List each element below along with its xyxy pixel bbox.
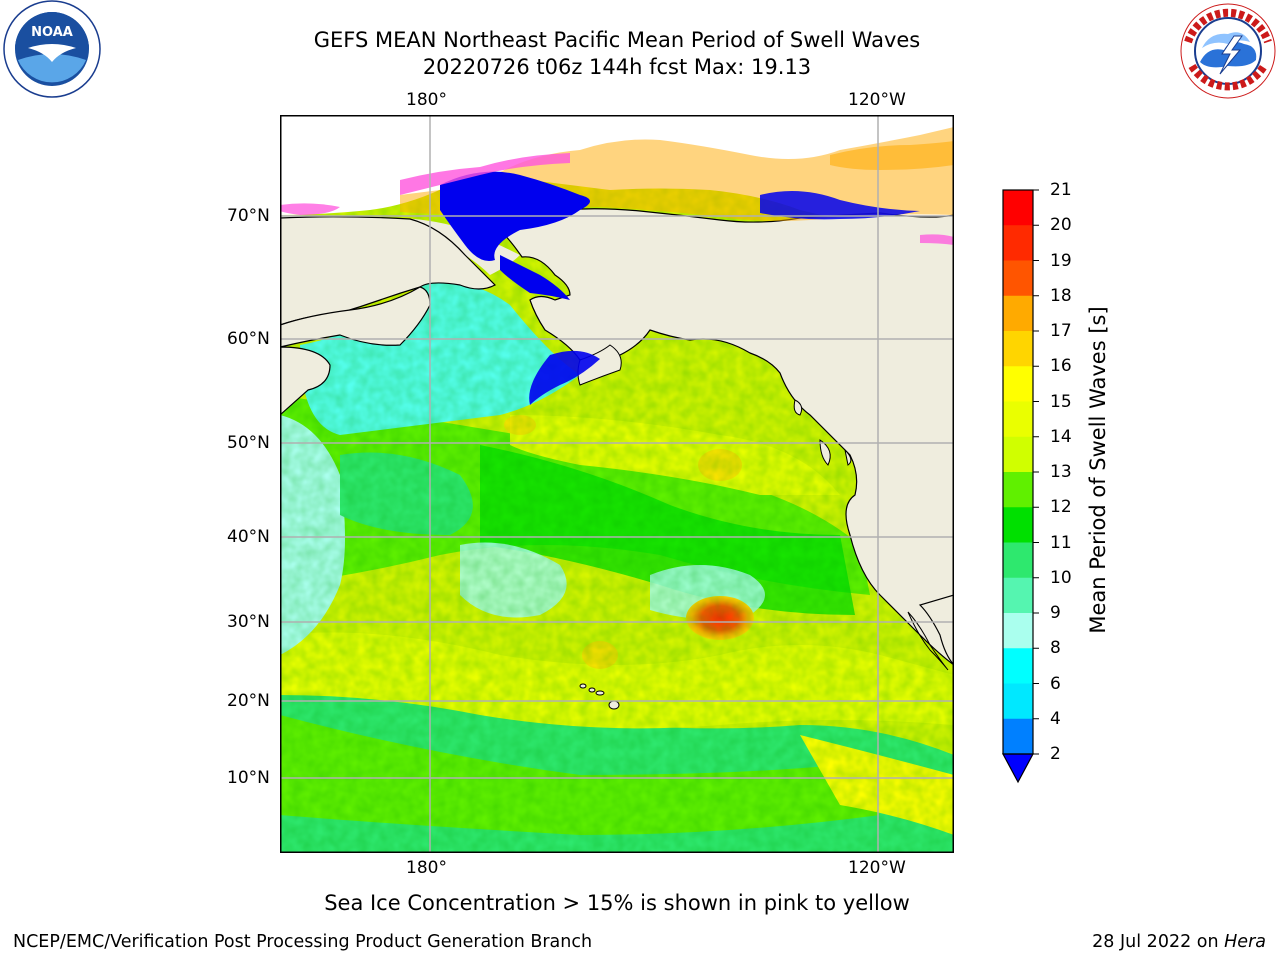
lat-tick-50n: 50°N [227, 433, 270, 453]
noaa-logo-text: NOAA [31, 25, 73, 40]
lon-tick-top-120w: 120°W [848, 90, 906, 110]
colorbar-tick-label: 19 [1050, 250, 1072, 271]
footer-date: 28 Jul 2022 on Hera [1092, 932, 1266, 952]
colorbar-swatch [1003, 683, 1033, 720]
colorbar-tick-label: 15 [1050, 391, 1072, 412]
sea-ice-caption: Sea Ice Concentration > 15% is shown in … [324, 891, 910, 915]
colorbar-swatch [1003, 225, 1033, 261]
land-alaska-canada [477, 208, 954, 666]
colorbar-tick-label: 6 [1050, 673, 1061, 694]
national-weather-service-logo [1180, 3, 1276, 99]
colorbar-extend-triangle [1002, 753, 1035, 784]
colorbar-swatch [1003, 507, 1033, 543]
colorbar-swatch [1003, 331, 1033, 367]
lon-tick-bottom-180: 180° [406, 858, 447, 878]
colorbar-tick-label: 16 [1050, 356, 1072, 377]
colorbar-title: Mean Period of Swell Waves [s] [1086, 306, 1110, 634]
colorbar-swatch [1003, 613, 1033, 649]
colorbar-tick-label: 17 [1050, 321, 1072, 341]
footer-date-text: 28 Jul 2022 on [1092, 932, 1225, 952]
colorbar-tick-label: 21 [1050, 180, 1072, 200]
colorbar-tick-label: 14 [1050, 426, 1072, 447]
lat-tick-20n: 20°N [227, 691, 270, 711]
colorbar-tick-label: 2 [1050, 744, 1061, 764]
colorbar-tick-label: 12 [1050, 497, 1072, 518]
sea-ice-pink-fringe [400, 153, 570, 195]
graticule [280, 115, 954, 853]
colorbar-tick-label: 13 [1050, 462, 1072, 482]
colorbar-swatch [1003, 648, 1033, 684]
colorbar-swatch [1003, 366, 1033, 402]
noaa-logo: NOAA [3, 0, 101, 98]
colorbar-swatch [1003, 718, 1033, 755]
lat-tick-10n: 10°N [227, 768, 270, 788]
colorbar-tick-label: 9 [1050, 603, 1061, 623]
land-russia-far-west [280, 346, 331, 416]
footer-machine: Hera [1224, 932, 1266, 952]
swell-period-map [280, 115, 954, 853]
colorbar-tick-label: 11 [1050, 532, 1072, 553]
colorbar-swatch [1003, 542, 1033, 579]
colorbar-tick-label: 4 [1050, 708, 1061, 729]
bering-strait-blue [500, 255, 570, 300]
colorbar-swatch [1003, 436, 1033, 473]
colorbar [1002, 189, 1039, 784]
lat-tick-40n: 40°N [227, 527, 270, 547]
sea-ice-beaufort-blue [760, 191, 920, 220]
colorbar-tick-label: 10 [1050, 567, 1072, 588]
colorbar-tick-label: 8 [1050, 638, 1061, 659]
chart-title: GEFS MEAN Northeast Pacific Mean Period … [313, 28, 921, 52]
footer-producer: NCEP/EMC/Verification Post Processing Pr… [13, 932, 593, 952]
lat-tick-30n: 30°N [227, 612, 270, 632]
colorbar-swatch [1003, 401, 1033, 438]
lat-tick-60n: 60°N [227, 329, 270, 349]
chart-subtitle: 20220726 t06z 144h fcst Max: 19.13 [422, 55, 812, 79]
colorbar-swatch [1003, 472, 1033, 508]
colorbar-swatch [1003, 190, 1033, 226]
colorbar-swatch [1003, 260, 1033, 297]
lon-tick-top-180: 180° [406, 90, 447, 110]
colorbar-tick-label: 18 [1050, 285, 1072, 306]
colorbar-swatch [1003, 295, 1033, 332]
lat-tick-70n: 70°N [227, 206, 270, 226]
lon-tick-bottom-120w: 120°W [848, 858, 906, 878]
colorbar-swatch [1003, 577, 1033, 614]
colorbar-tick-label: 20 [1050, 215, 1072, 236]
